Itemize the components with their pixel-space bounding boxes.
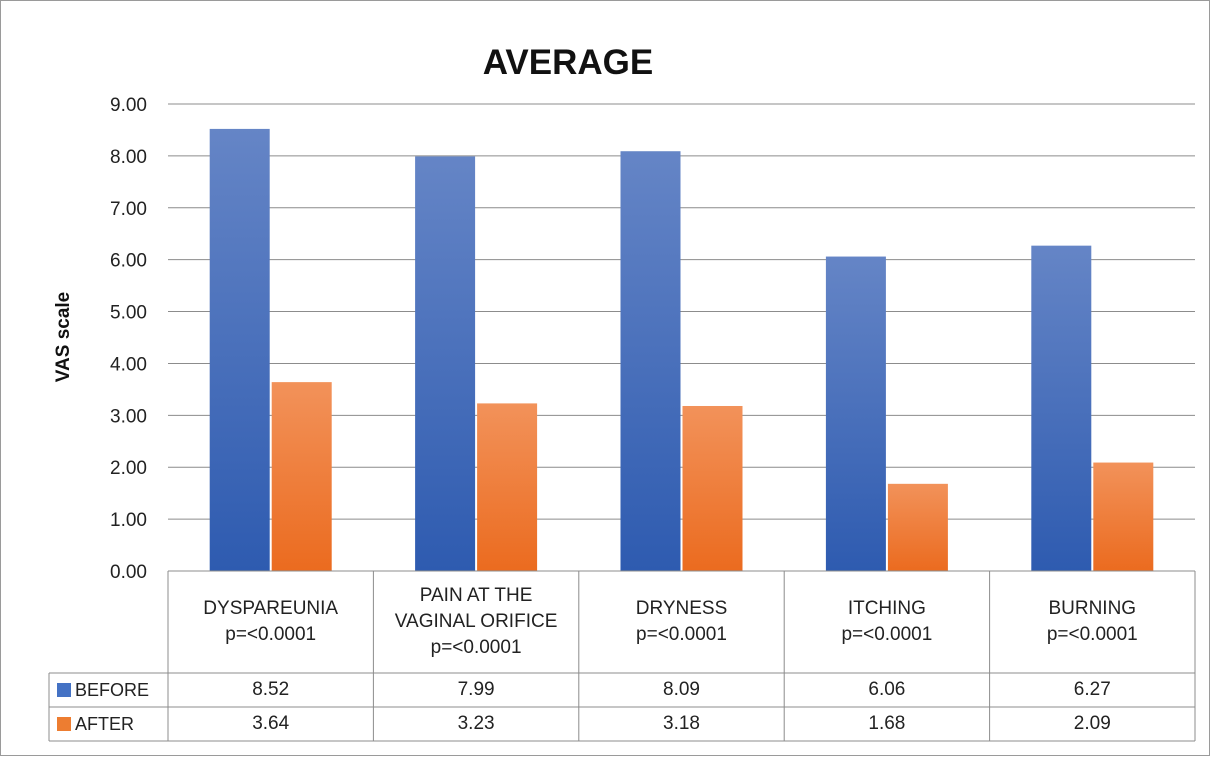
- legend-swatch: [57, 717, 71, 731]
- y-tick-label: 4.00: [110, 354, 147, 375]
- legend-label: BEFORE: [75, 679, 150, 700]
- bar-before: [825, 256, 886, 571]
- data-label-after: 3.23: [457, 713, 495, 734]
- y-tick-label: 0.00: [110, 562, 147, 583]
- legend-entry-before: BEFORE: [51, 673, 163, 707]
- bar-before: [620, 151, 681, 572]
- y-tick-label: 5.00: [110, 303, 147, 324]
- data-label-before: 7.99: [457, 679, 495, 700]
- y-tick-label: 6.00: [110, 251, 147, 272]
- bar-after: [1093, 462, 1154, 571]
- y-tick-label: 3.00: [110, 406, 147, 427]
- data-label-before: 8.09: [663, 679, 700, 700]
- y-tick-label: 7.00: [110, 199, 147, 220]
- data-label-after: 2.09: [1073, 713, 1111, 734]
- data-label-after: 1.68: [868, 713, 906, 734]
- category-label: PAIN AT THE VAGINAL ORIFICE p=<0.0001: [394, 585, 558, 658]
- chart-title: AVERAGE: [483, 43, 654, 82]
- data-table-lines: [48, 570, 1196, 742]
- data-label-before: 6.06: [868, 679, 906, 700]
- legend-entry-after: AFTER: [51, 707, 163, 741]
- bar-after: [271, 382, 332, 571]
- bar-after: [887, 483, 948, 571]
- y-axis-ticks: 0.00 1.00 2.00 3.00 4.00 5.00 6.00 7.00 8.00 9.00: [110, 95, 147, 583]
- bars: [209, 128, 1154, 572]
- data-label-before: 8.52: [252, 679, 290, 700]
- data-label-after: 3.64: [252, 713, 290, 734]
- legend-swatch: [57, 683, 71, 697]
- bar-before: [1031, 245, 1092, 571]
- bar-after: [682, 405, 743, 571]
- bar-after: [477, 403, 538, 571]
- bar-before: [209, 128, 270, 571]
- bar-before: [415, 156, 476, 571]
- y-tick-label: 9.00: [110, 95, 147, 116]
- y-tick-label: 2.00: [110, 458, 147, 479]
- category-label: DRYNESS p=<0.0001: [635, 598, 728, 645]
- y-axis-label: VAS scale: [53, 292, 74, 382]
- category-label: DYSPAREUNIA p=<0.0001: [203, 598, 339, 645]
- category-label: ITCHING p=<0.0001: [841, 598, 933, 645]
- data-label-before: 6.27: [1073, 679, 1111, 700]
- y-tick-label: 1.00: [110, 510, 147, 531]
- legend-label: AFTER: [75, 713, 135, 734]
- category-label: BURNING p=<0.0001: [1046, 598, 1138, 645]
- data-label-after: 3.18: [663, 713, 700, 734]
- y-tick-label: 8.00: [110, 147, 147, 168]
